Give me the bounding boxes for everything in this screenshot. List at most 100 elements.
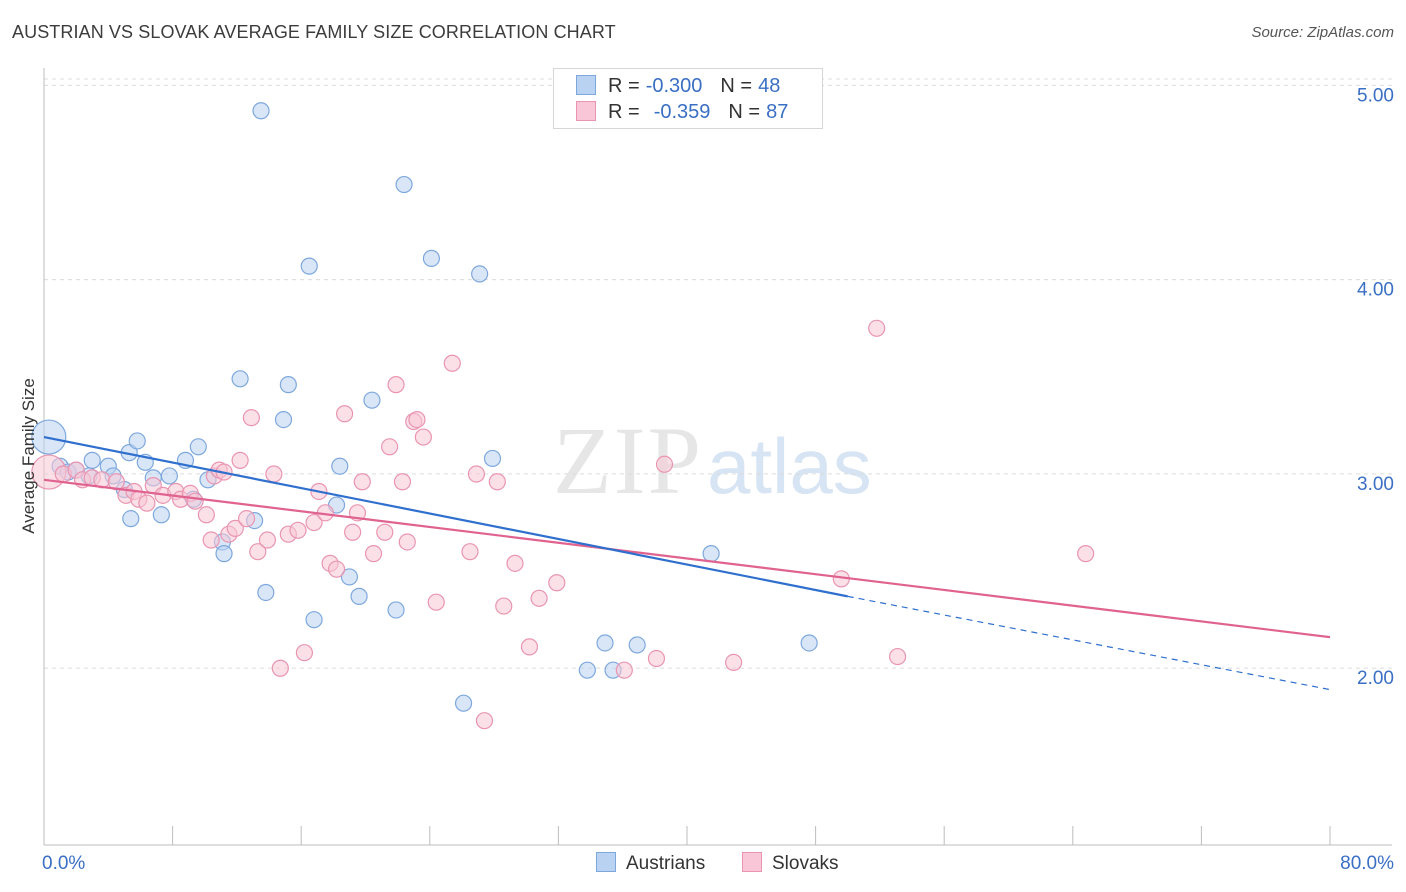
austrians-point: [305, 611, 323, 629]
legend-row-slovaks: R = -0.359 N = 87: [576, 101, 788, 127]
slovaks-point: [398, 533, 416, 551]
slovaks-point: [647, 649, 666, 668]
austrians-point: [331, 457, 349, 475]
austrians-point: [578, 661, 596, 679]
slovaks-point: [364, 545, 383, 563]
slovaks-point: [467, 465, 486, 483]
trend-lines: [43, 435, 1331, 691]
austrians-point: [483, 449, 502, 468]
slovaks-point: [888, 647, 907, 666]
slovaks-point: [506, 554, 524, 572]
y-axis-label: Average Family Size: [19, 378, 38, 534]
slovaks-point: [376, 523, 394, 541]
austrians-point: [702, 545, 720, 563]
slovaks-point: [488, 473, 506, 491]
austrians-point: [471, 265, 489, 283]
slovaks-point: [138, 494, 156, 512]
austrians-point: [340, 568, 359, 586]
slovaks-point: [615, 661, 633, 679]
austrians-point: [422, 249, 441, 267]
n-value-austrians: 48: [758, 75, 781, 97]
slovaks-point: [327, 560, 346, 578]
slovaks-point: [226, 519, 244, 537]
austrians-point: [300, 257, 318, 275]
austrians-trend-line: [43, 435, 848, 598]
slovaks-point: [414, 428, 432, 446]
austrians-point: [363, 391, 381, 409]
slovaks-swatch: [576, 101, 596, 121]
legend-label-slovaks: Slovaks: [772, 853, 839, 874]
slovaks-point: [427, 593, 445, 611]
slovaks-point: [237, 510, 256, 528]
slovaks-point: [258, 531, 277, 549]
austrians-point: [189, 438, 207, 456]
x-tick-labels: 0.0% 80.0%: [42, 853, 1394, 874]
austrians-point: [387, 601, 405, 619]
slovaks-point: [461, 543, 479, 561]
slovaks-point: [530, 589, 548, 607]
austrians-points: [31, 102, 818, 712]
slovaks-point: [186, 492, 204, 510]
chart-source: Source: ZipAtlas.com: [1251, 24, 1394, 41]
slovaks-point: [265, 465, 283, 483]
slovaks-point: [1077, 545, 1095, 563]
slovaks-points: [31, 319, 1095, 730]
r-label: R =: [608, 75, 640, 97]
slovaks-point: [495, 597, 513, 615]
correlation-legend: R = -0.300 N = 48 R = -0.359 N = 87: [553, 68, 823, 129]
austrians-trend-extension: [847, 595, 1331, 691]
x-tick-label-min: 0.0%: [42, 853, 85, 874]
slovaks-point: [353, 473, 371, 491]
legend-row-austrians: R = -0.300 N = 48: [576, 75, 780, 101]
slovaks-point: [305, 513, 323, 532]
y-tick-label: 3.00: [1357, 474, 1394, 495]
legend-label-austrians: Austrians: [626, 853, 706, 874]
slovaks-point: [197, 506, 215, 524]
austrians-point: [252, 102, 270, 120]
austrians-point: [800, 634, 818, 652]
y-tick-label: 4.00: [1357, 280, 1394, 301]
austrians-point: [350, 587, 368, 605]
n-label: N =: [720, 75, 753, 97]
slovaks-point: [336, 405, 354, 423]
x-tick-label-max: 80.0%: [1340, 853, 1394, 874]
slovaks-point: [655, 455, 674, 473]
austrians-point: [628, 636, 646, 654]
slovaks-point: [242, 409, 260, 427]
slovaks-point: [381, 438, 399, 456]
n-value-slovaks: 87: [766, 101, 789, 123]
slovaks-point: [231, 451, 249, 469]
austrians-point: [596, 634, 614, 652]
slovaks-swatch: [742, 852, 762, 872]
austrians-point: [231, 370, 249, 388]
chart-title: AUSTRIAN VS SLOVAK AVERAGE FAMILY SIZE C…: [12, 22, 616, 42]
austrians-point: [152, 506, 170, 524]
austrians-point: [160, 467, 178, 485]
slovaks-point: [548, 574, 566, 592]
austrians-swatch: [576, 75, 596, 95]
austrians-point: [128, 432, 146, 450]
slovaks-point: [868, 319, 886, 337]
austrians-point: [215, 545, 233, 563]
austrians-point: [257, 583, 275, 602]
slovaks-point: [443, 354, 461, 372]
slovaks-point: [520, 638, 539, 656]
austrians-point: [279, 376, 297, 394]
n-label: N =: [728, 101, 761, 123]
slovaks-point: [271, 659, 289, 677]
slovaks-point: [408, 410, 426, 429]
austrians-point: [395, 175, 413, 194]
slovaks-point: [387, 376, 405, 394]
slovaks-point: [295, 644, 314, 662]
y-tick-label: 2.00: [1357, 668, 1394, 689]
slovaks-point: [249, 543, 267, 561]
legend-item-slovaks: Slovaks: [742, 852, 839, 875]
slovaks-point: [393, 473, 412, 491]
austrians-swatch: [596, 852, 616, 872]
slovaks-point: [202, 531, 220, 549]
austrians-point: [122, 510, 140, 528]
r-label: R =: [608, 101, 640, 123]
slovaks-point: [344, 523, 362, 541]
slovaks-point: [289, 521, 307, 539]
